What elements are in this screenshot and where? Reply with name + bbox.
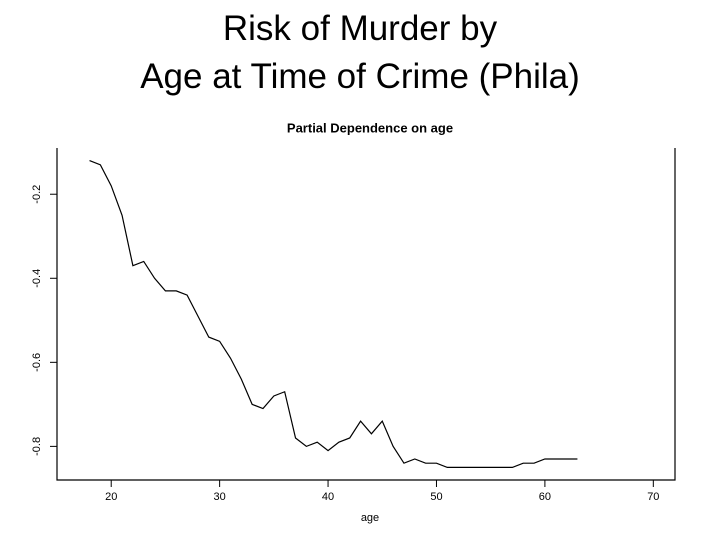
x-tick-label: 50 xyxy=(430,491,442,503)
y-tick-label: -0.6 xyxy=(31,353,43,372)
x-tick-label: 70 xyxy=(647,491,659,503)
plot-frame xyxy=(56,148,676,481)
x-tick-label: 60 xyxy=(539,491,551,503)
x-tick-label: 30 xyxy=(214,491,226,503)
slide-title: Age at Time of Crime (Phila) xyxy=(140,57,580,96)
y-tick-label: -0.2 xyxy=(31,185,43,204)
slide-title: Risk of Murder by xyxy=(222,9,498,48)
y-tick-label: -0.4 xyxy=(31,269,43,288)
data-line xyxy=(89,160,578,468)
x-tick-label: 40 xyxy=(322,491,334,503)
y-tick-label: -0.8 xyxy=(31,437,43,456)
x-tick-label: 20 xyxy=(105,491,117,503)
chart-title: Partial Dependence on age xyxy=(287,120,453,135)
x-axis-label: age xyxy=(361,512,379,524)
